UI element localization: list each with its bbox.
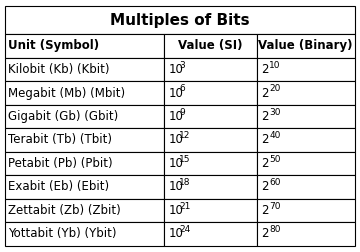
Text: Exabit (Eb) (Ebit): Exabit (Eb) (Ebit)	[8, 180, 109, 194]
Bar	[164, 34, 257, 58]
Text: 20: 20	[269, 84, 280, 93]
Bar	[257, 199, 355, 222]
Text: 10: 10	[168, 204, 184, 217]
Bar	[164, 222, 257, 246]
Bar	[164, 175, 257, 199]
Bar	[5, 175, 164, 199]
Text: 2: 2	[261, 134, 269, 146]
Text: 12: 12	[179, 131, 191, 140]
Text: 10: 10	[168, 228, 184, 240]
Text: Gigabit (Gb) (Gbit): Gigabit (Gb) (Gbit)	[8, 110, 118, 123]
Bar	[5, 58, 164, 81]
Text: 50: 50	[269, 155, 280, 164]
Text: Value (Binary): Value (Binary)	[258, 39, 353, 52]
Text: 70: 70	[269, 202, 280, 211]
Text: 9: 9	[179, 108, 185, 117]
Bar	[257, 58, 355, 81]
Text: Unit (Symbol): Unit (Symbol)	[8, 39, 99, 52]
Text: 10: 10	[168, 134, 184, 146]
Text: 2: 2	[261, 204, 269, 217]
Text: Zettabit (Zb) (Zbit): Zettabit (Zb) (Zbit)	[8, 204, 121, 217]
Text: Petabit (Pb) (Pbit): Petabit (Pb) (Pbit)	[8, 157, 113, 170]
Text: 2: 2	[261, 86, 269, 100]
Text: Terabit (Tb) (Tbit): Terabit (Tb) (Tbit)	[8, 134, 112, 146]
Bar	[5, 34, 164, 58]
Bar	[164, 199, 257, 222]
Text: 60: 60	[269, 178, 280, 187]
Text: 40: 40	[269, 131, 280, 140]
Bar	[164, 152, 257, 175]
Text: 10: 10	[168, 157, 184, 170]
Text: 2: 2	[261, 63, 269, 76]
Text: 10: 10	[168, 63, 184, 76]
Bar	[5, 81, 164, 105]
Text: Kilobit (Kb) (Kbit): Kilobit (Kb) (Kbit)	[8, 63, 110, 76]
Bar	[5, 105, 164, 128]
Bar	[257, 34, 355, 58]
Text: 2: 2	[261, 110, 269, 123]
Bar	[5, 128, 164, 152]
Bar	[5, 6, 355, 34]
Bar	[5, 199, 164, 222]
Bar	[257, 175, 355, 199]
Bar	[257, 152, 355, 175]
Text: 2: 2	[261, 180, 269, 194]
Text: Value (SI): Value (SI)	[178, 39, 243, 52]
Text: 21: 21	[179, 202, 191, 211]
Text: 2: 2	[261, 228, 269, 240]
Text: Multiples of Bits: Multiples of Bits	[110, 13, 250, 27]
Text: 3: 3	[179, 61, 185, 70]
Text: 30: 30	[269, 108, 280, 117]
Text: 10: 10	[168, 180, 184, 194]
Text: 15: 15	[179, 155, 191, 164]
Text: 80: 80	[269, 225, 280, 234]
Text: 10: 10	[168, 110, 184, 123]
Bar	[257, 105, 355, 128]
Text: 18: 18	[179, 178, 191, 187]
Bar	[164, 128, 257, 152]
Bar	[5, 152, 164, 175]
Bar	[164, 81, 257, 105]
Bar	[257, 128, 355, 152]
Text: 6: 6	[179, 84, 185, 93]
Text: 10: 10	[269, 61, 280, 70]
Text: Yottabit (Yb) (Ybit): Yottabit (Yb) (Ybit)	[8, 228, 117, 240]
Bar	[164, 105, 257, 128]
Text: 2: 2	[261, 157, 269, 170]
Text: 10: 10	[168, 86, 184, 100]
Bar	[5, 222, 164, 246]
Bar	[257, 81, 355, 105]
Text: Megabit (Mb) (Mbit): Megabit (Mb) (Mbit)	[8, 86, 125, 100]
Bar	[257, 222, 355, 246]
Text: 24: 24	[179, 225, 191, 234]
Bar	[164, 58, 257, 81]
